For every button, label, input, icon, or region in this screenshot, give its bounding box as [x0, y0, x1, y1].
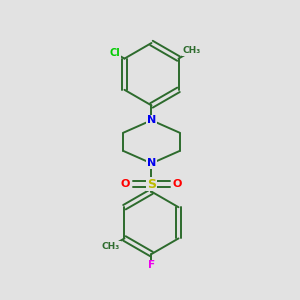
Text: CH₃: CH₃	[102, 242, 120, 251]
Text: N: N	[147, 158, 156, 168]
Text: Cl: Cl	[109, 48, 120, 58]
Text: F: F	[148, 260, 155, 270]
Text: S: S	[147, 178, 156, 191]
Text: O: O	[121, 179, 130, 189]
Text: O: O	[173, 179, 182, 189]
Text: N: N	[147, 115, 156, 125]
Text: CH₃: CH₃	[183, 46, 201, 56]
